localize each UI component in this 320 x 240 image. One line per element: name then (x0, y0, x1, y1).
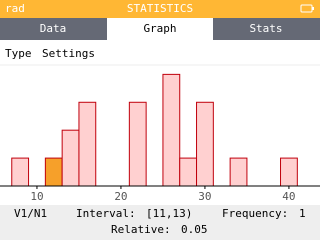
x-tick-label: 20 (114, 190, 127, 203)
relative-label: Relative: (111, 223, 171, 236)
series-name: V1/N1 (14, 207, 47, 220)
bar (162, 73, 181, 187)
bar (280, 157, 298, 187)
bar (44, 157, 63, 187)
tab-data[interactable] (0, 18, 107, 40)
tab-label[interactable]: Data (40, 22, 67, 35)
interval-value: [11,13) (146, 207, 192, 220)
tab-graph[interactable] (107, 18, 213, 40)
bar (128, 101, 147, 187)
x-tick-label: 40 (282, 190, 295, 203)
bar (196, 101, 214, 187)
bar (229, 157, 248, 187)
interval-label: Interval: (76, 207, 136, 220)
toolbar-button[interactable]: Settings (42, 47, 95, 60)
histogram: 10 20 30 40 (0, 73, 320, 203)
x-tick-label: 10 (30, 190, 43, 203)
battery-icon (300, 4, 314, 13)
frequency-label: Frequency: (222, 207, 288, 220)
bar (78, 101, 97, 187)
banner (0, 205, 320, 240)
bar (179, 157, 198, 187)
angle-unit: rad (5, 2, 25, 15)
status-bar (0, 0, 320, 18)
toolbar-button[interactable]: Type (5, 47, 32, 60)
x-tick-label: 30 (198, 190, 211, 203)
tab-label[interactable]: Graph (143, 22, 176, 35)
tab-label[interactable]: Stats (249, 22, 282, 35)
frequency-value: 1 (299, 207, 306, 220)
bar (61, 129, 80, 187)
bar (11, 157, 30, 187)
relative-value: 0.05 (181, 223, 208, 236)
tab-stats[interactable] (213, 18, 320, 40)
app-title: STATISTICS (127, 2, 193, 15)
